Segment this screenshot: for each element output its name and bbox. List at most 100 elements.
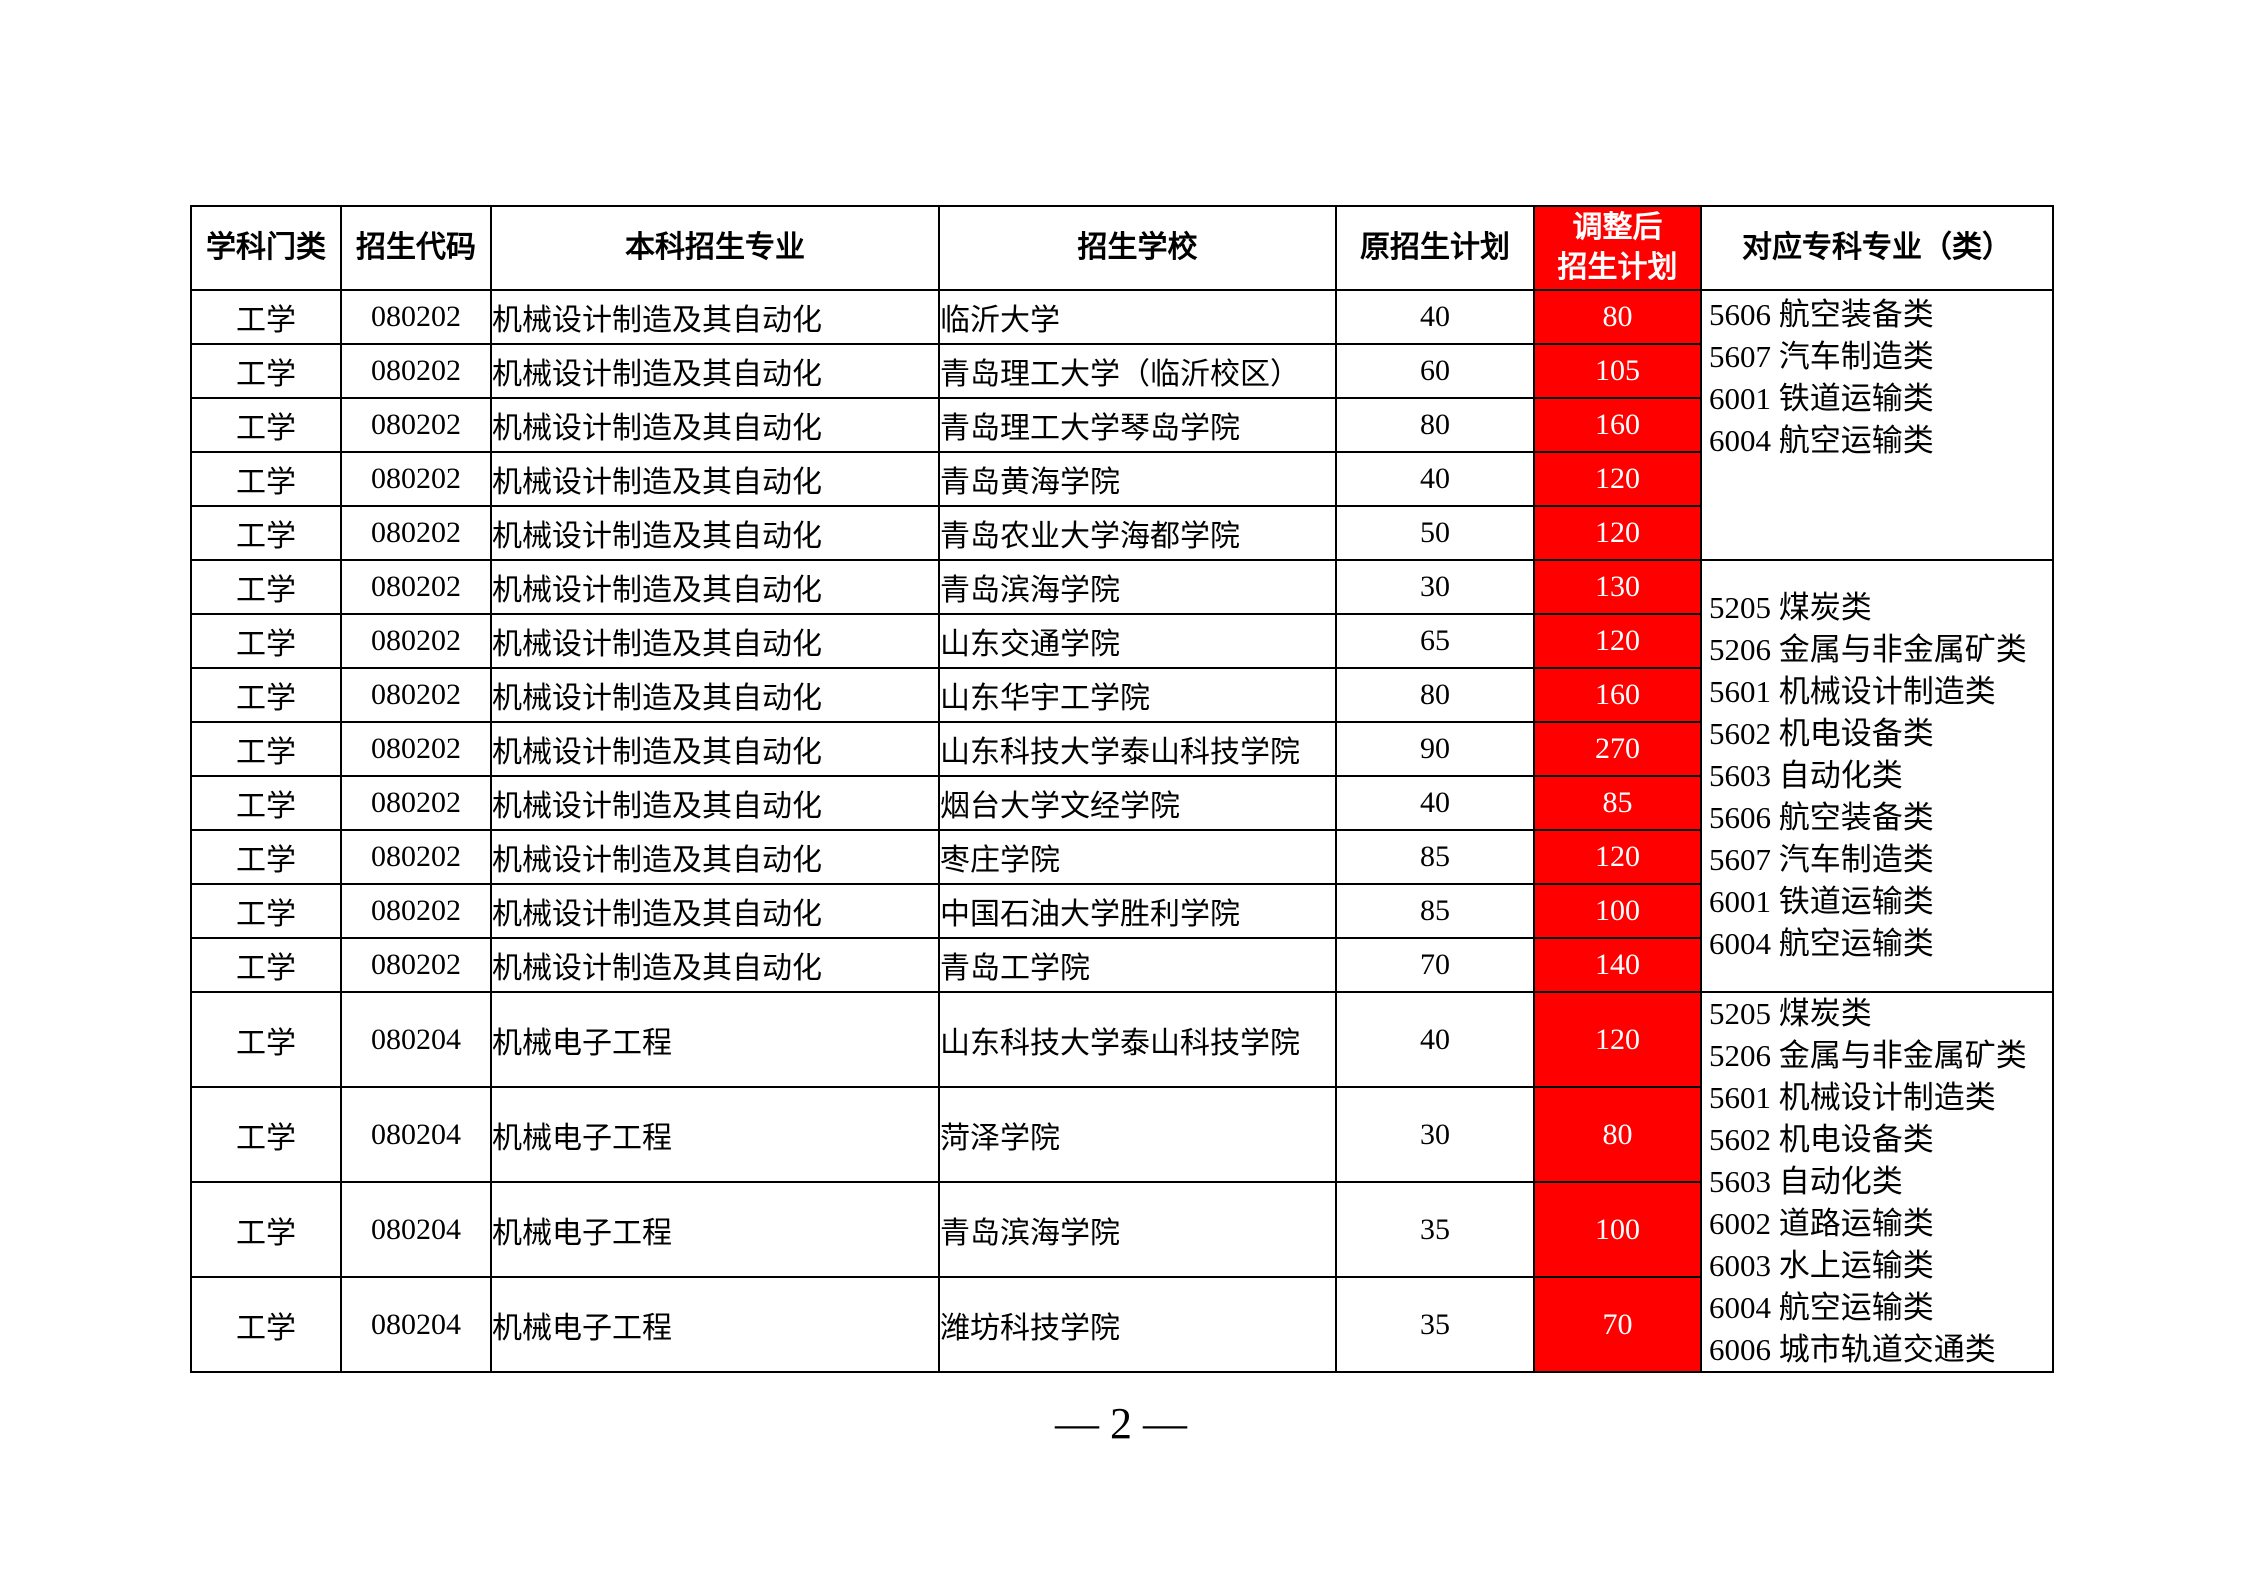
cell-undergrad-major: 机械设计制造及其自动化 [490, 613, 940, 669]
correspond-major-line: 5601 机械设计制造类 [1709, 674, 1996, 709]
cell-school: 枣庄学院 [938, 829, 1337, 885]
cell-original-plan: 40 [1335, 991, 1535, 1088]
cell-school: 青岛理工大学（临沂校区） [938, 343, 1337, 399]
cell-subject-category: 工学 [190, 397, 342, 453]
cell-school: 临沂大学 [938, 289, 1337, 345]
cell-enrollment-code: 080204 [340, 1181, 492, 1278]
table-row: 工学 080202 机械设计制造及其自动化 中国石油大学胜利学院 85 100 [190, 883, 2053, 939]
cell-adjusted-plan: 140 [1533, 937, 1702, 993]
cell-original-plan: 70 [1335, 937, 1535, 993]
cell-enrollment-code: 080202 [340, 505, 492, 561]
table-row: 工学 080202 机械设计制造及其自动化 山东科技大学泰山科技学院 90 270 [190, 721, 2053, 777]
cell-school: 中国石油大学胜利学院 [938, 883, 1337, 939]
table-row: 工学 080202 机械设计制造及其自动化 枣庄学院 85 120 [190, 829, 2053, 885]
table-row: 工学 080204 机械电子工程 潍坊科技学院 35 70 [190, 1276, 2053, 1373]
cell-enrollment-code: 080202 [340, 397, 492, 453]
correspond-major-line: 5607 汽车制造类 [1709, 339, 1934, 374]
cell-original-plan: 85 [1335, 883, 1535, 939]
table-row: 工学 080202 机械设计制造及其自动化 青岛黄海学院 40 120 [190, 451, 2053, 507]
page-number: — 2 — [1055, 1399, 1187, 1448]
header-corresponding-majors: 对应专科专业（类） [1700, 205, 2054, 291]
cell-original-plan: 35 [1335, 1276, 1535, 1373]
correspond-major-line: 5601 机械设计制造类 [1709, 1080, 1996, 1115]
header-enrollment-code: 招生代码 [340, 205, 492, 291]
cell-enrollment-code: 080202 [340, 667, 492, 723]
cell-adjusted-plan: 160 [1533, 397, 1702, 453]
header-undergrad-major: 本科招生专业 [490, 205, 940, 291]
correspond-major-line: 6006 城市轨道交通类 [1709, 1332, 1996, 1367]
cell-original-plan: 80 [1335, 397, 1535, 453]
correspond-major-line: 5602 机电设备类 [1709, 716, 1934, 751]
correspond-major-line: 6004 航空运输类 [1709, 1290, 1934, 1325]
cell-adjusted-plan: 105 [1533, 343, 1702, 399]
header-adjusted-plan-line1: 调整后 [1572, 211, 1663, 244]
cell-subject-category: 工学 [190, 1181, 342, 1278]
cell-undergrad-major: 机械设计制造及其自动化 [490, 559, 940, 615]
table-row: 工学 080202 机械设计制造及其自动化 山东交通学院 65 120 [190, 613, 2053, 669]
correspond-major-line: 6003 水上运输类 [1709, 1248, 1934, 1283]
cell-school: 烟台大学文经学院 [938, 775, 1337, 831]
cell-school: 山东交通学院 [938, 613, 1337, 669]
table-row: 工学 080202 机械设计制造及其自动化 青岛农业大学海都学院 50 120 [190, 505, 2053, 561]
cell-subject-category: 工学 [190, 721, 342, 777]
cell-enrollment-code: 080202 [340, 937, 492, 993]
cell-undergrad-major: 机械设计制造及其自动化 [490, 829, 940, 885]
header-adjusted-plan: 调整后 招生计划 [1533, 205, 1702, 291]
cell-subject-category: 工学 [190, 343, 342, 399]
cell-subject-category: 工学 [190, 937, 342, 993]
cell-adjusted-plan: 130 [1533, 559, 1702, 615]
cell-enrollment-code: 080202 [340, 451, 492, 507]
cell-school: 山东科技大学泰山科技学院 [938, 721, 1337, 777]
correspond-major-line: 5206 金属与非金属矿类 [1709, 632, 2027, 667]
cell-undergrad-major: 机械设计制造及其自动化 [490, 775, 940, 831]
cell-original-plan: 30 [1335, 559, 1535, 615]
cell-original-plan: 80 [1335, 667, 1535, 723]
cell-original-plan: 35 [1335, 1181, 1535, 1278]
cell-original-plan: 30 [1335, 1086, 1535, 1183]
table-row: 工学 080202 机械设计制造及其自动化 青岛理工大学（临沂校区） 60 105 [190, 343, 2053, 399]
cell-undergrad-major: 机械设计制造及其自动化 [490, 289, 940, 345]
correspond-major-line: 6001 铁道运输类 [1709, 884, 1934, 919]
correspond-major-line: 5606 航空装备类 [1709, 800, 1934, 835]
cell-subject-category: 工学 [190, 991, 342, 1088]
cell-original-plan: 40 [1335, 775, 1535, 831]
table-row: 工学 080202 机械设计制造及其自动化 临沂大学 40 80 5606 航空装备类 560… [190, 289, 2054, 561]
correspond-major-line: 5205 煤炭类 [1709, 996, 1872, 1031]
cell-undergrad-major: 机械设计制造及其自动化 [490, 937, 940, 993]
table-row: 工学 080202 机械设计制造及其自动化 青岛理工大学琴岛学院 80 160 [190, 397, 2053, 453]
cell-corresponding-majors: 5205 煤炭类 5206 金属与非金属矿类 5601 机械设计制造类 5602 机电… [1700, 559, 2054, 993]
cell-corresponding-majors: 5606 航空装备类 5607 汽车制造类 6001 铁道运输类 6004 航空运输类 [1700, 289, 2054, 561]
cell-school: 青岛黄海学院 [938, 451, 1337, 507]
cell-adjusted-plan: 120 [1533, 451, 1702, 507]
cell-subject-category: 工学 [190, 829, 342, 885]
cell-enrollment-code: 080202 [340, 883, 492, 939]
correspond-major-line: 5603 自动化类 [1709, 758, 1903, 793]
cell-undergrad-major: 机械电子工程 [490, 1086, 940, 1183]
cell-enrollment-code: 080202 [340, 343, 492, 399]
correspond-major-line: 5607 汽车制造类 [1709, 842, 1934, 877]
cell-enrollment-code: 080202 [340, 559, 492, 615]
cell-adjusted-plan: 120 [1533, 991, 1702, 1088]
cell-original-plan: 85 [1335, 829, 1535, 885]
table-row: 工学 080202 机械设计制造及其自动化 山东华宇工学院 80 160 [190, 667, 2053, 723]
cell-undergrad-major: 机械设计制造及其自动化 [490, 397, 940, 453]
cell-undergrad-major: 机械设计制造及其自动化 [490, 343, 940, 399]
cell-enrollment-code: 080204 [340, 991, 492, 1088]
cell-subject-category: 工学 [190, 451, 342, 507]
cell-adjusted-plan: 120 [1533, 829, 1702, 885]
correspond-major-line: 5606 航空装备类 [1709, 297, 1934, 332]
cell-school: 青岛农业大学海都学院 [938, 505, 1337, 561]
cell-original-plan: 40 [1335, 451, 1535, 507]
cell-school: 青岛理工大学琴岛学院 [938, 397, 1337, 453]
header-subject-category: 学科门类 [190, 205, 342, 291]
correspond-major-line: 6001 铁道运输类 [1709, 381, 1934, 416]
cell-subject-category: 工学 [190, 289, 342, 345]
table-row: 工学 080202 机械设计制造及其自动化 青岛滨海学院 30 130 5205 煤炭类 52… [190, 559, 2054, 993]
cell-subject-category: 工学 [190, 775, 342, 831]
cell-undergrad-major: 机械电子工程 [490, 1181, 940, 1278]
cell-adjusted-plan: 80 [1533, 1086, 1702, 1183]
cell-enrollment-code: 080204 [340, 1276, 492, 1373]
cell-adjusted-plan: 120 [1533, 613, 1702, 669]
header-adjusted-plan-line2: 招生计划 [1557, 251, 1678, 284]
table-row: 工学 080204 机械电子工程 山东科技大学泰山科技学院 40 120 5205 煤炭类 5… [190, 991, 2054, 1373]
